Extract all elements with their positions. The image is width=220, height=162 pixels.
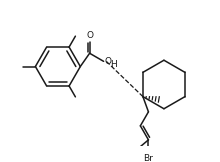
Text: H: H [110,60,117,69]
Text: Br: Br [143,154,153,162]
Text: O: O [104,57,112,66]
Text: O: O [86,31,93,40]
